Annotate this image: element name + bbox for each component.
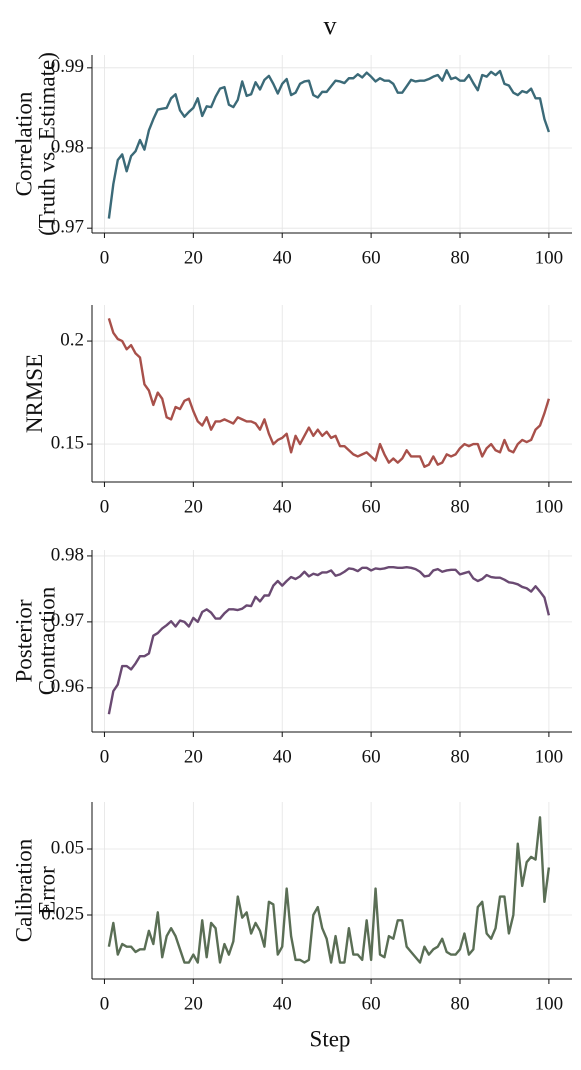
x-tick-label: 20 — [184, 746, 203, 767]
x-tick-label: 20 — [184, 247, 203, 268]
y-axis-label-line: (Truth vs. Estimate) — [35, 52, 60, 236]
y-axis-label: CalibrationError — [12, 838, 60, 942]
data-line — [107, 69, 551, 219]
y-tick-label: 0.025 — [41, 903, 84, 924]
data-line — [107, 318, 551, 468]
subplot: 0 20 40 60 80 100 0.025 0.05 — [41, 802, 572, 1014]
y-axis-label: Correlation(Truth vs. Estimate) — [12, 52, 60, 236]
y-axis-label-line: NRMSE — [22, 354, 47, 433]
x-axis-label: Step — [310, 1026, 351, 1051]
x-tick-label: 100 — [535, 247, 564, 268]
x-tick-label: 60 — [362, 247, 381, 268]
x-tick-label: 20 — [184, 993, 203, 1014]
x-tick-label: 80 — [451, 993, 470, 1014]
data-line — [107, 565, 551, 715]
x-tick-label: 40 — [273, 746, 292, 767]
y-axis-label-line: Correlation — [12, 91, 37, 196]
y-tick-label: 0.98 — [51, 544, 84, 565]
y-tick-label: 0.96 — [51, 676, 84, 697]
x-tick-label: 0 — [100, 993, 110, 1014]
y-axis-label: PosteriorContraction — [12, 586, 60, 695]
x-tick-label: 20 — [184, 496, 203, 517]
y-axis-label-line: Contraction — [35, 586, 60, 695]
y-tick-label: 0.2 — [60, 329, 84, 350]
x-tick-label: 40 — [273, 496, 292, 517]
y-axis-label: NRMSE — [22, 354, 47, 433]
subplot: 0 20 40 60 80 100 0.97 0.98 0.99 — [51, 55, 572, 268]
x-tick-label: 60 — [362, 746, 381, 767]
x-tick-label: 80 — [451, 746, 470, 767]
x-tick-label: 60 — [362, 496, 381, 517]
figure-title: v — [324, 11, 337, 40]
x-tick-label: 80 — [451, 247, 470, 268]
y-axis-label-line: Posterior — [12, 599, 37, 682]
x-tick-label: 100 — [535, 993, 564, 1014]
y-tick-label: 0.97 — [51, 217, 84, 238]
subplot: 0 20 40 60 80 100 0.15 0.2 — [51, 305, 572, 517]
x-tick-label: 60 — [362, 993, 381, 1014]
y-axis-label-line: Calibration — [12, 838, 37, 942]
y-axis-label-line: Error — [35, 866, 60, 915]
x-tick-label: 40 — [273, 993, 292, 1014]
x-tick-label: 0 — [100, 496, 110, 517]
y-tick-label: 0.15 — [51, 432, 84, 453]
data-line — [107, 816, 551, 964]
x-tick-label: 0 — [100, 746, 110, 767]
x-tick-label: 0 — [100, 247, 110, 268]
y-tick-label: 0.98 — [51, 136, 84, 157]
y-tick-label: 0.05 — [51, 837, 84, 858]
x-tick-label: 40 — [273, 247, 292, 268]
subplot: 0 20 40 60 80 100 0.96 0.97 0.98 — [51, 544, 572, 767]
x-tick-label: 100 — [535, 746, 564, 767]
x-tick-label: 100 — [535, 496, 564, 517]
x-tick-label: 80 — [451, 496, 470, 517]
y-tick-label: 0.99 — [51, 56, 84, 77]
y-tick-label: 0.97 — [51, 610, 84, 631]
